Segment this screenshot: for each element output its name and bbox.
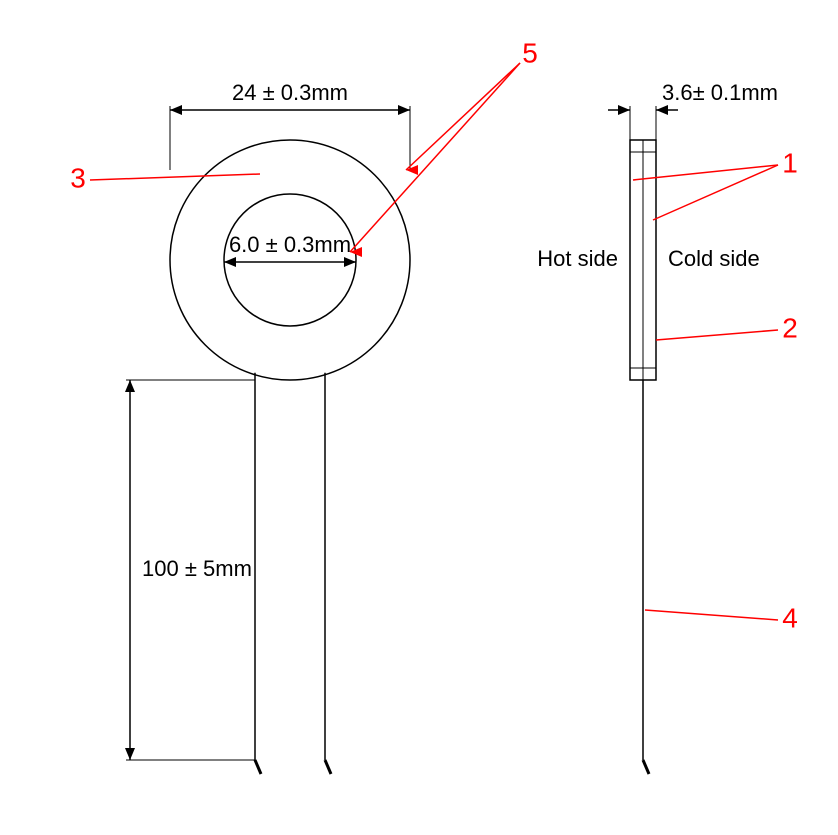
callout-3: 3 [70, 162, 86, 193]
hot-side-label: Hot side [537, 246, 618, 271]
outer-dia-label: 24 ± 0.3mm [232, 80, 348, 105]
callouts: 5 3 1 2 4 [70, 37, 798, 633]
cold-side-label: Cold side [668, 246, 760, 271]
inner-ring [224, 194, 356, 326]
callout-2: 2 [782, 312, 798, 343]
callout-5: 5 [522, 37, 538, 68]
callout-4: 4 [782, 602, 798, 633]
lead-length-label: 100 ± 5mm [142, 556, 252, 581]
front-view: 24 ± 0.3mm 6.0 ± 0.3mm 100 ± 5mm [125, 80, 410, 774]
inner-dia-label: 6.0 ± 0.3mm [229, 232, 351, 257]
side-view: 3.6± 0.1mm Hot side Cold side [537, 80, 778, 774]
thickness-label: 3.6± 0.1mm [662, 80, 778, 105]
callout-1: 1 [782, 147, 798, 178]
